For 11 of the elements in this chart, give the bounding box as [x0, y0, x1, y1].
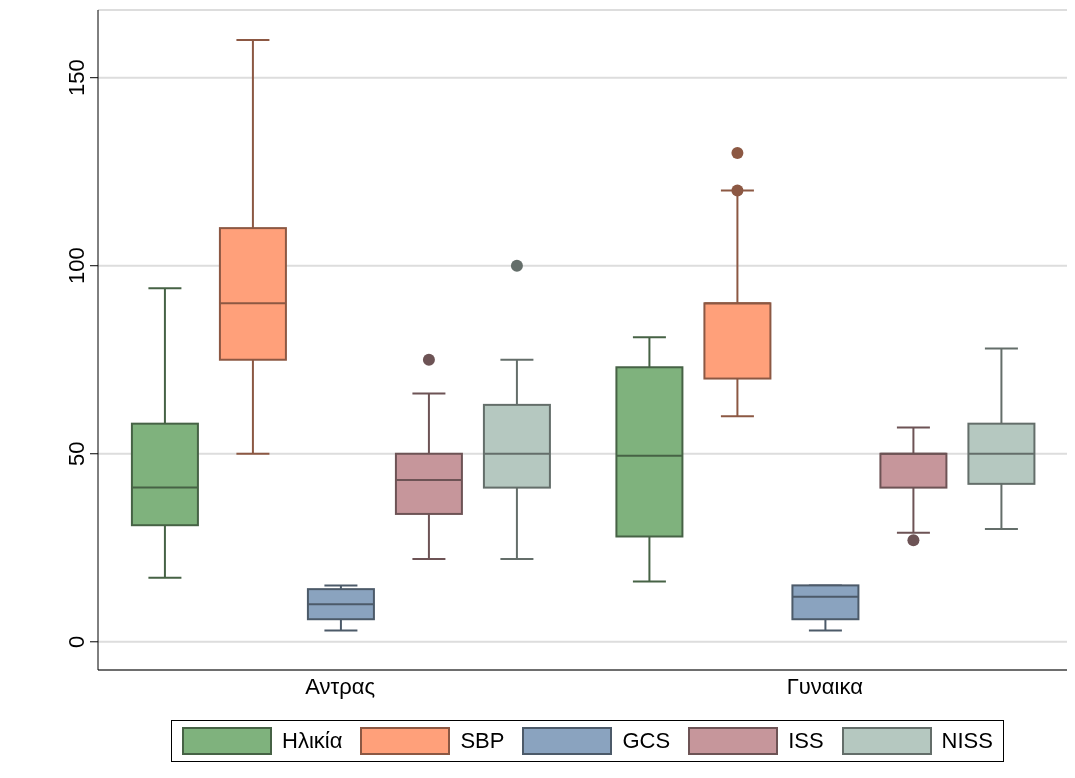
y-tick-label: 0 [64, 635, 89, 648]
x-tick-label: Γυναικα [786, 673, 864, 699]
x-tick-label: Αντρας [305, 673, 376, 699]
legend-label: ISS [788, 728, 824, 754]
y-tick-label: 50 [64, 441, 89, 466]
legend-label: NISS [941, 728, 993, 754]
y-tick-label: 100 [64, 247, 89, 285]
legend-label: Ηλικία [282, 728, 343, 754]
y-tick-label: 150 [64, 59, 89, 97]
legend-label: SBP [460, 728, 505, 754]
legend-label: GCS [622, 728, 671, 754]
